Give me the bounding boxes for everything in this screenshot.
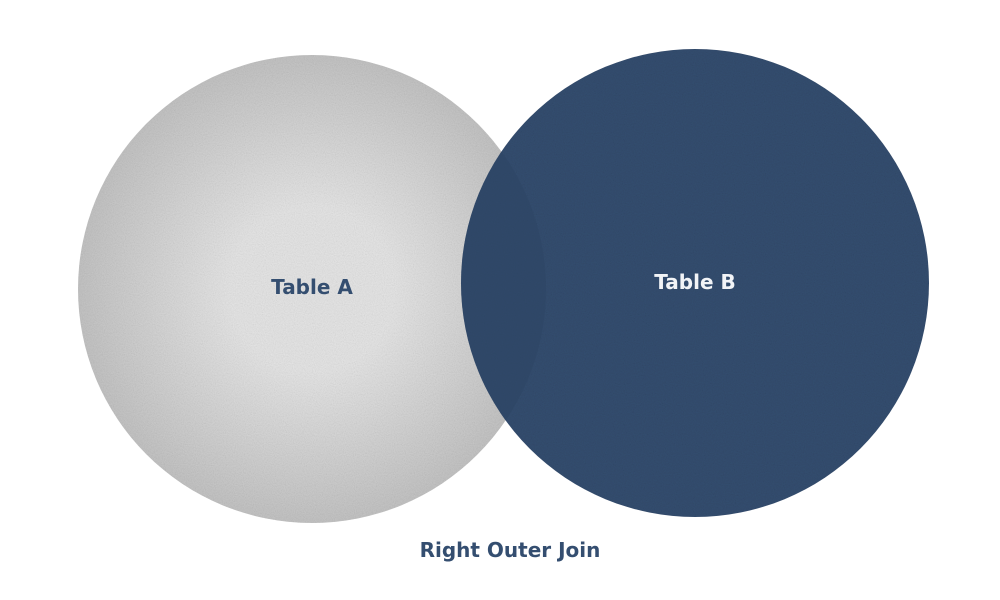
join-type-caption: Right Outer Join [419, 538, 601, 562]
table-a-label: Table A [271, 275, 353, 299]
table-a-circle [78, 55, 546, 523]
table-b-label: Table B [654, 270, 736, 294]
table-b-circle [461, 49, 929, 517]
